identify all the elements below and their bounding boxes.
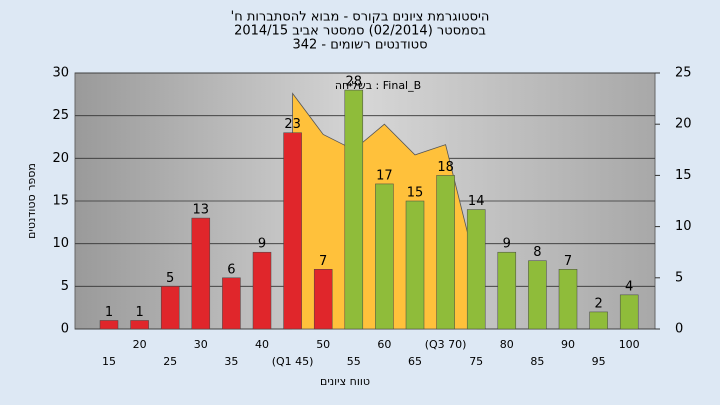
chart-subtitle: סטודנטים רשומים - 342 (292, 38, 427, 53)
x-tick-label: 30 (194, 338, 208, 351)
data-label: 9 (258, 237, 266, 252)
x-tick-label: 75 (469, 355, 483, 368)
data-label: 7 (319, 254, 327, 269)
bar (528, 260, 547, 330)
data-label: 13 (193, 203, 210, 218)
data-label: 6 (227, 262, 235, 277)
chart-title: 'היסטוגרמת ציונים בקורס - מבוא להסתברות … (231, 10, 490, 25)
y-axis-label: מספר סטודנטים (25, 163, 38, 239)
data-label: 2 (594, 296, 602, 311)
data-label: 14 (468, 194, 485, 209)
y-tick-label: 30 (52, 66, 69, 81)
x-tick-label: 25 (163, 355, 177, 368)
x-tick-label: 40 (255, 338, 269, 351)
x-tick-label: 15 (102, 355, 116, 368)
bar (589, 311, 608, 330)
bar (405, 200, 425, 330)
y-tick-label: 20 (52, 151, 69, 166)
x-tick-label: 60 (377, 338, 391, 351)
x-tick-label: 20 (133, 338, 147, 351)
data-label: 17 (376, 168, 393, 183)
y-tick-label: 15 (52, 194, 69, 209)
bar (375, 183, 394, 330)
bar (99, 320, 119, 330)
x-tick-label: (Q1 45) (272, 355, 314, 368)
bar (283, 132, 302, 330)
x-tick-label: (Q3 70) (425, 338, 467, 351)
y-tick-label: 10 (52, 236, 69, 251)
y2-tick-label: 5 (675, 270, 683, 285)
y-tick-label: 5 (61, 279, 69, 294)
data-label: 7 (564, 254, 572, 269)
bar (130, 320, 149, 330)
bar (222, 277, 241, 330)
annotation: בשליחה : Final_B (335, 79, 421, 92)
y2-tick-label: 10 (675, 219, 692, 234)
x-tick-label: 85 (530, 355, 544, 368)
data-label: 1 (135, 305, 143, 320)
y2-tick-label: 0 (675, 322, 683, 337)
bar (344, 89, 364, 330)
bar (558, 269, 578, 330)
bar (252, 251, 272, 330)
data-label: 1 (105, 305, 113, 320)
data-label: 18 (437, 160, 454, 175)
y2-tick-label: 15 (675, 168, 692, 183)
x-tick-label: 90 (561, 338, 575, 351)
x-tick-label: 100 (619, 338, 640, 351)
x-tick-label: 50 (316, 338, 330, 351)
x-axis-label: טווח ציונים (320, 375, 370, 388)
y2-tick-label: 20 (675, 117, 692, 132)
x-tick-label: 80 (500, 338, 514, 351)
x-tick-label: 55 (347, 355, 361, 368)
bar (436, 175, 455, 330)
bar (191, 217, 211, 330)
bar (466, 209, 486, 330)
x-tick-label: 35 (224, 355, 238, 368)
data-label: 8 (533, 245, 541, 260)
bar (619, 294, 639, 330)
x-tick-label: 65 (408, 355, 422, 368)
data-label: 4 (625, 279, 633, 294)
data-label: 23 (284, 117, 301, 132)
y-tick-label: 0 (61, 322, 69, 337)
chart-subtitle: בסמסטר (02/2014) סמסטר אביב 2014/15 (234, 24, 486, 39)
data-label: 9 (503, 237, 511, 252)
y-tick-label: 25 (52, 108, 69, 123)
bar (313, 269, 333, 330)
bar (160, 286, 180, 330)
y2-tick-label: 25 (675, 66, 692, 81)
bar (497, 251, 517, 330)
data-label: 28 (346, 75, 363, 90)
data-label: 5 (166, 271, 174, 286)
data-label: 15 (407, 186, 424, 201)
x-tick-label: 95 (592, 355, 606, 368)
